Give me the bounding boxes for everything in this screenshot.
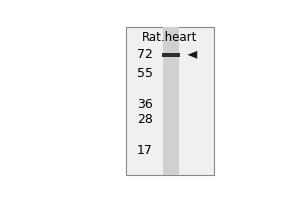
Polygon shape (188, 51, 197, 59)
Text: 28: 28 (137, 113, 153, 126)
Text: Rat.heart: Rat.heart (142, 31, 198, 44)
Bar (163, 27, 179, 175)
Bar (162, 53, 180, 57)
Text: 72: 72 (137, 48, 153, 61)
Text: 55: 55 (136, 67, 153, 80)
Bar (126, 27, 214, 175)
Text: 36: 36 (137, 98, 153, 111)
Text: 17: 17 (137, 144, 153, 157)
